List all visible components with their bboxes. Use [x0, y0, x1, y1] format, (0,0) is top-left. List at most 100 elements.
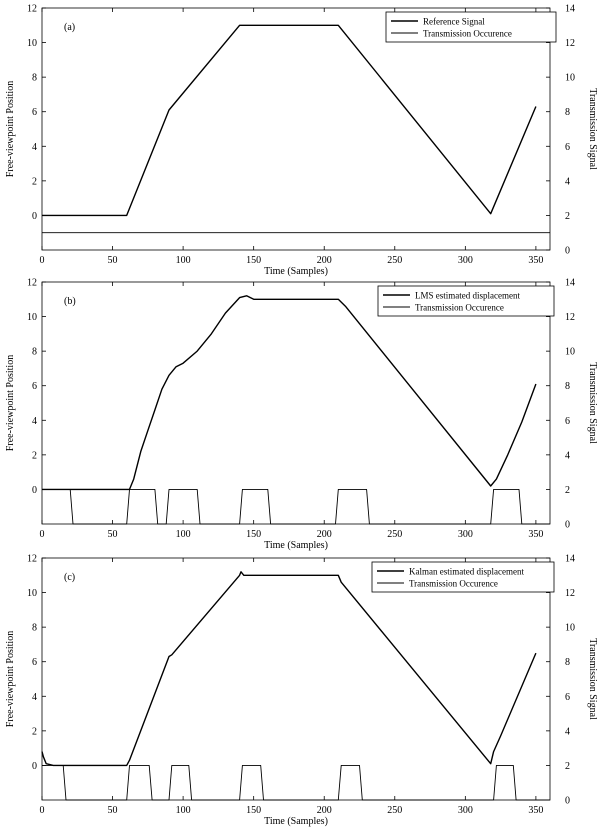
- y2-tick-label: 2: [565, 211, 570, 222]
- x-tick-label: 350: [528, 529, 543, 540]
- x-tick-label: 250: [387, 805, 402, 816]
- y2-axis-label: Transmission Signal: [587, 362, 598, 444]
- y-tick-label: 10: [27, 38, 37, 49]
- series-line-transmission: [42, 488, 550, 525]
- legend-box: [371, 561, 555, 593]
- x-tick-label: 350: [528, 255, 543, 266]
- x-tick-label: 100: [176, 255, 191, 266]
- y2-tick-label: 0: [565, 796, 570, 807]
- y2-tick-label: 6: [565, 142, 570, 153]
- y-tick-label: 4: [32, 142, 37, 153]
- y-tick-label: 10: [27, 312, 37, 323]
- plot-frame: [41, 7, 551, 251]
- panel-b: [41, 281, 555, 525]
- y2-axis-label: Transmission Signal: [587, 638, 598, 720]
- x-tick-label: 50: [108, 255, 118, 266]
- y-tick-label: 2: [32, 726, 37, 737]
- x-tick-label: 50: [108, 805, 118, 816]
- x-tick-label: 350: [528, 805, 543, 816]
- y2-tick-label: 14: [565, 278, 575, 289]
- legend-box: [385, 11, 557, 43]
- y-axis-label: Free-viewpoint Position: [5, 355, 16, 451]
- y-tick-label: 6: [32, 107, 37, 118]
- y-tick-label: 8: [32, 623, 37, 634]
- plot-frame: [41, 557, 551, 801]
- x-tick-label: 100: [176, 529, 191, 540]
- y-axis-label: Free-viewpoint Position: [5, 631, 16, 727]
- y-tick-label: 6: [32, 381, 37, 392]
- x-tick-label: 250: [387, 529, 402, 540]
- x-axis-label: Time (Samples): [264, 540, 328, 551]
- legend-label: Transmission Occurence: [409, 579, 498, 589]
- y-tick-label: 0: [32, 485, 37, 496]
- y-tick-label: 6: [32, 657, 37, 668]
- y2-tick-label: 8: [565, 657, 570, 668]
- x-tick-label: 100: [176, 805, 191, 816]
- y2-tick-label: 6: [565, 416, 570, 427]
- x-axis-label: Time (Samples): [264, 266, 328, 277]
- x-tick-label: 0: [40, 805, 45, 816]
- y-axis-label: Free-viewpoint Position: [5, 81, 16, 177]
- y2-tick-label: 14: [565, 554, 575, 565]
- series-line-displacement: [41, 571, 537, 767]
- legend-box: [377, 285, 555, 317]
- y2-tick-label: 0: [565, 246, 570, 257]
- y2-tick-label: 2: [565, 761, 570, 772]
- x-tick-label: 0: [40, 529, 45, 540]
- legend-label: Reference Signal: [423, 17, 485, 27]
- series-line-displacement: [42, 295, 537, 491]
- y2-tick-label: 10: [565, 347, 575, 358]
- y2-tick-label: 10: [565, 73, 575, 84]
- y-tick-label: 0: [32, 211, 37, 222]
- y-tick-label: 12: [27, 554, 37, 565]
- x-tick-label: 300: [458, 255, 473, 266]
- legend-label: Transmission Occurence: [415, 303, 504, 313]
- series-line-transmission: [42, 764, 550, 801]
- x-tick-label: 50: [108, 529, 118, 540]
- plot-frame: [41, 281, 551, 525]
- y2-tick-label: 8: [565, 107, 570, 118]
- x-tick-label: 300: [458, 529, 473, 540]
- y2-tick-label: 4: [565, 450, 570, 461]
- y2-tick-label: 4: [565, 726, 570, 737]
- y2-tick-label: 4: [565, 176, 570, 187]
- y2-tick-label: 0: [565, 520, 570, 531]
- x-tick-label: 150: [246, 805, 261, 816]
- x-tick-label: 300: [458, 805, 473, 816]
- y-tick-label: 12: [27, 4, 37, 15]
- y-tick-label: 10: [27, 588, 37, 599]
- y-tick-label: 12: [27, 278, 37, 289]
- x-tick-label: 200: [317, 529, 332, 540]
- y-tick-label: 0: [32, 761, 37, 772]
- x-tick-label: 0: [40, 255, 45, 266]
- panel-a: [41, 7, 557, 251]
- x-tick-label: 150: [246, 255, 261, 266]
- panel-label: (c): [64, 572, 75, 583]
- y2-tick-label: 10: [565, 623, 575, 634]
- y-tick-label: 8: [32, 347, 37, 358]
- panel-label: (b): [64, 296, 76, 307]
- legend-label: Transmission Occurence: [423, 29, 512, 39]
- y2-tick-label: 12: [565, 312, 575, 323]
- y-tick-label: 2: [32, 450, 37, 461]
- x-axis-label: Time (Samples): [264, 816, 328, 827]
- legend-label: Kalman estimated displacement: [409, 567, 524, 577]
- y2-axis-label: Transmission Signal: [587, 88, 598, 170]
- x-tick-label: 150: [246, 529, 261, 540]
- panel-label: (a): [64, 22, 75, 33]
- y2-tick-label: 14: [565, 4, 575, 15]
- y2-tick-label: 2: [565, 485, 570, 496]
- x-tick-label: 200: [317, 805, 332, 816]
- panel-c: [41, 557, 555, 801]
- y2-tick-label: 12: [565, 588, 575, 599]
- y-tick-label: 4: [32, 692, 37, 703]
- x-tick-label: 250: [387, 255, 402, 266]
- y-tick-label: 8: [32, 73, 37, 84]
- y2-tick-label: 6: [565, 692, 570, 703]
- series-line-displacement: [42, 24, 537, 217]
- y-tick-label: 2: [32, 176, 37, 187]
- legend-label: LMS estimated displacement: [415, 291, 520, 301]
- x-tick-label: 200: [317, 255, 332, 266]
- y2-tick-label: 12: [565, 38, 575, 49]
